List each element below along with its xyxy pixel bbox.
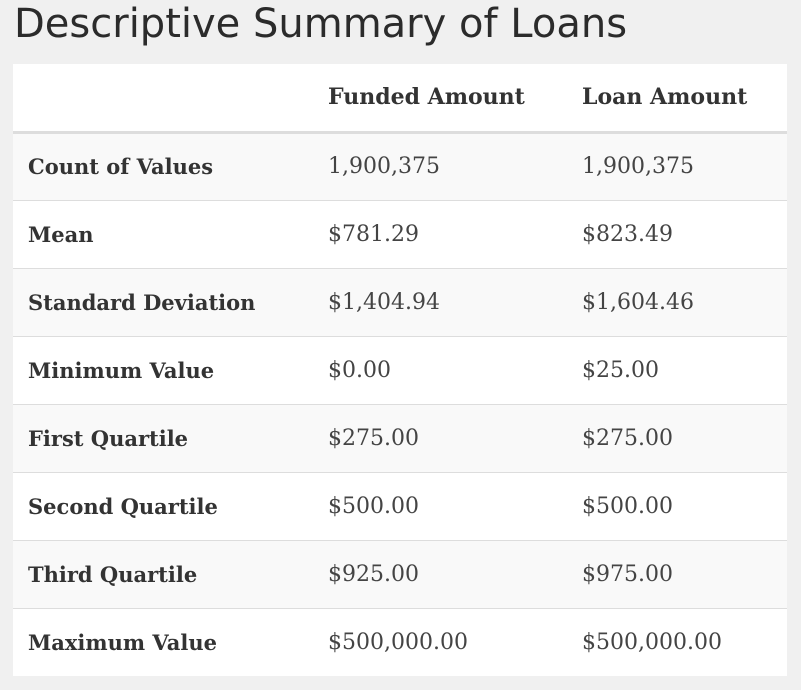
funded-amount-cell: $275.00 (313, 403, 567, 472)
table-row: Second Quartile $500.00 $500.00 (13, 471, 787, 540)
table-row: Maximum Value $500,000.00 $500,000.00 (13, 607, 787, 676)
funded-amount-cell: $0.00 (313, 335, 567, 404)
summary-table-container: Funded Amount Loan Amount Count of Value… (13, 64, 787, 676)
row-label: Minimum Value (13, 335, 313, 404)
funded-amount-cell: $781.29 (313, 199, 567, 268)
funded-amount-cell: $500,000.00 (313, 607, 567, 676)
funded-amount-cell: $1,404.94 (313, 267, 567, 336)
loan-amount-cell: $500,000.00 (567, 607, 787, 676)
loan-amount-cell: $975.00 (567, 539, 787, 608)
header-empty (13, 64, 313, 134)
row-label: First Quartile (13, 403, 313, 472)
table-row: Minimum Value $0.00 $25.00 (13, 335, 787, 404)
table-row: Third Quartile $925.00 $975.00 (13, 539, 787, 608)
loan-amount-cell: $25.00 (567, 335, 787, 404)
row-label: Third Quartile (13, 539, 313, 608)
loan-amount-cell: $1,604.46 (567, 267, 787, 336)
funded-amount-cell: $925.00 (313, 539, 567, 608)
row-label: Maximum Value (13, 607, 313, 676)
funded-amount-cell: $500.00 (313, 471, 567, 540)
header-loan-amount: Loan Amount (567, 64, 787, 134)
table-row: Mean $781.29 $823.49 (13, 199, 787, 268)
header-funded-amount: Funded Amount (313, 64, 567, 134)
page-title: Descriptive Summary of Loans (14, 1, 628, 47)
row-label: Count of Values (13, 132, 313, 200)
table-header-row: Funded Amount Loan Amount (13, 64, 787, 134)
loan-amount-cell: $500.00 (567, 471, 787, 540)
table-row: First Quartile $275.00 $275.00 (13, 403, 787, 472)
row-label: Mean (13, 199, 313, 268)
row-label: Standard Deviation (13, 267, 313, 336)
loan-amount-cell: $275.00 (567, 403, 787, 472)
funded-amount-cell: 1,900,375 (313, 132, 567, 200)
table-row: Count of Values 1,900,375 1,900,375 (13, 132, 787, 200)
loan-amount-cell: 1,900,375 (567, 132, 787, 200)
summary-table: Funded Amount Loan Amount Count of Value… (13, 64, 787, 676)
loan-amount-cell: $823.49 (567, 199, 787, 268)
row-label: Second Quartile (13, 471, 313, 540)
table-row: Standard Deviation $1,404.94 $1,604.46 (13, 267, 787, 336)
